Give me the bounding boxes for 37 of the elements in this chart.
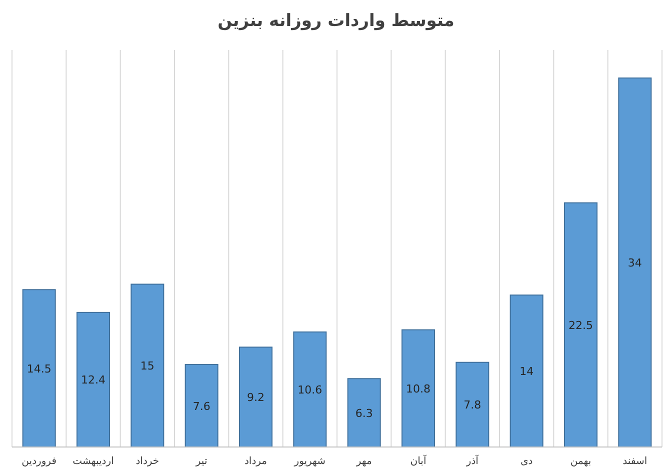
bar (76, 312, 110, 448)
data-label: 7.6 (192, 400, 210, 413)
x-tick-label: بهمن (570, 456, 592, 467)
x-tick-label: تیر (194, 456, 208, 467)
bar (402, 329, 435, 448)
bar (130, 284, 164, 448)
data-label: 14.5 (26, 362, 52, 376)
bar (293, 331, 327, 448)
x-tick-label: شهریور (293, 456, 326, 467)
bar (184, 364, 218, 448)
data-label: 22.5 (568, 318, 593, 332)
data-label: 34 (628, 256, 642, 270)
bar (239, 346, 272, 448)
x-tick-label: دی (520, 456, 533, 467)
x-tick-label: اسفند (622, 456, 648, 467)
x-tick-label: مهر (355, 456, 372, 467)
x-tick-label: آذر (465, 454, 480, 467)
bar (22, 289, 56, 448)
bar (456, 362, 490, 448)
x-tick-label: اردیبهشت (72, 456, 114, 467)
data-label: 10.8 (406, 382, 430, 396)
data-label: 12.4 (81, 374, 106, 387)
bar (347, 378, 381, 448)
data-label: 6.3 (355, 406, 373, 420)
data-label: 14 (520, 365, 534, 378)
x-tick-label: فروردین (22, 456, 57, 467)
chart-title: متوسط واردات روزانه بنزین (218, 11, 454, 31)
bar (510, 294, 544, 448)
data-label: 10.6 (298, 383, 322, 396)
x-tick-label: مرداد (244, 456, 268, 467)
data-label: 15 (140, 360, 154, 373)
data-label: 7.8 (464, 398, 482, 412)
data-label: 9.2 (247, 391, 264, 404)
x-tick-label: آبان (410, 454, 428, 467)
bar (618, 78, 652, 448)
x-tick-label: خرداد (136, 456, 160, 467)
bar (564, 202, 598, 448)
